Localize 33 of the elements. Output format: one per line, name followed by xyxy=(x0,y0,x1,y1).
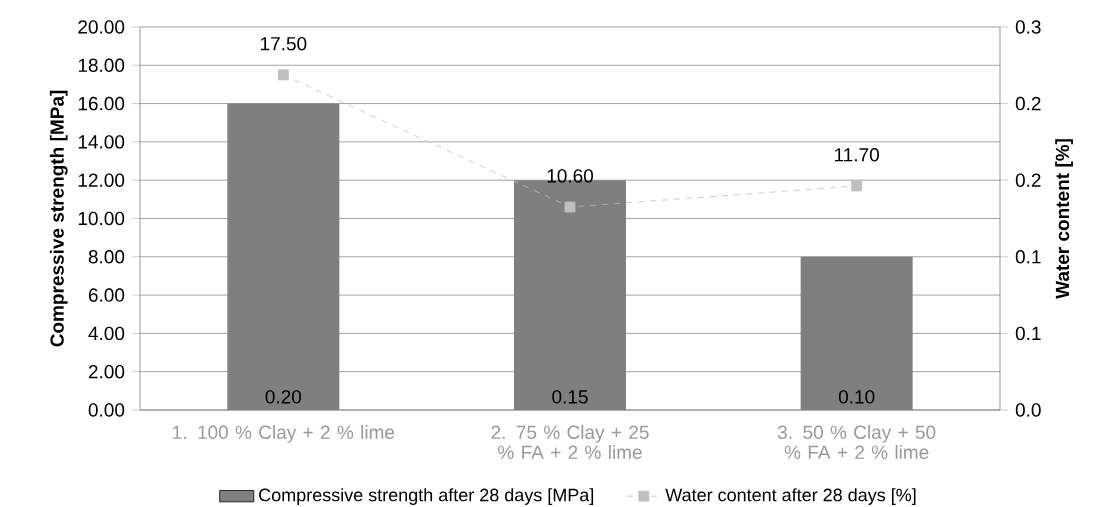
y-tick-label: 6.00 xyxy=(88,288,125,302)
legend-label: Water content after 28 days [%] xyxy=(665,488,916,505)
y2-tick-label: 0.1 xyxy=(1015,250,1041,264)
point xyxy=(564,201,576,213)
point xyxy=(851,180,863,192)
y-tick-label: 20.00 xyxy=(78,20,125,34)
y2-tick-label: 0.2 xyxy=(1015,173,1041,187)
x-tick-label: 3. 50 % Clay + 50 % FA + 2 % lime xyxy=(777,425,936,460)
data-label: 17.50 xyxy=(261,37,307,51)
y-tick-label: 4.00 xyxy=(88,326,125,341)
data-label: 0.15 xyxy=(552,390,588,404)
y-tick-label: 18.00 xyxy=(78,58,125,73)
y-tick-label: 12.00 xyxy=(78,173,125,187)
y2-tick-label: 0.0 xyxy=(1015,403,1041,417)
y2-tick-label: 0.2 xyxy=(1015,96,1041,111)
data-label: 11.70 xyxy=(835,148,879,162)
data-label: 10.60 xyxy=(547,169,594,183)
x-tick-label: 2. 75 % Clay + 25 % FA + 2 % lime xyxy=(491,425,649,460)
point xyxy=(277,69,289,81)
y-tick-label: 0.00 xyxy=(88,403,125,417)
y-tick-label: 14.00 xyxy=(78,135,125,149)
y-tick-label: 8.00 xyxy=(88,250,125,264)
y-tick-label: 16.00 xyxy=(78,96,125,111)
legend-label: Compressive strength after 28 days [MPa] xyxy=(259,488,594,505)
y2-axis-title: Water content [%] xyxy=(1055,139,1073,299)
y-axis-title: Compressive strength [MPa] xyxy=(49,90,68,347)
y2-tick-label: 0.3 xyxy=(1015,20,1041,34)
y-tick-label: 2.00 xyxy=(88,364,125,379)
y-tick-label: 10.00 xyxy=(78,211,125,226)
y2-tick-label: 0.1 xyxy=(1015,326,1041,341)
x-tick-label: 1. 100 % Clay + 2 % lime xyxy=(173,425,395,443)
data-label: 0.20 xyxy=(265,390,302,404)
data-label: 0.10 xyxy=(838,390,875,404)
